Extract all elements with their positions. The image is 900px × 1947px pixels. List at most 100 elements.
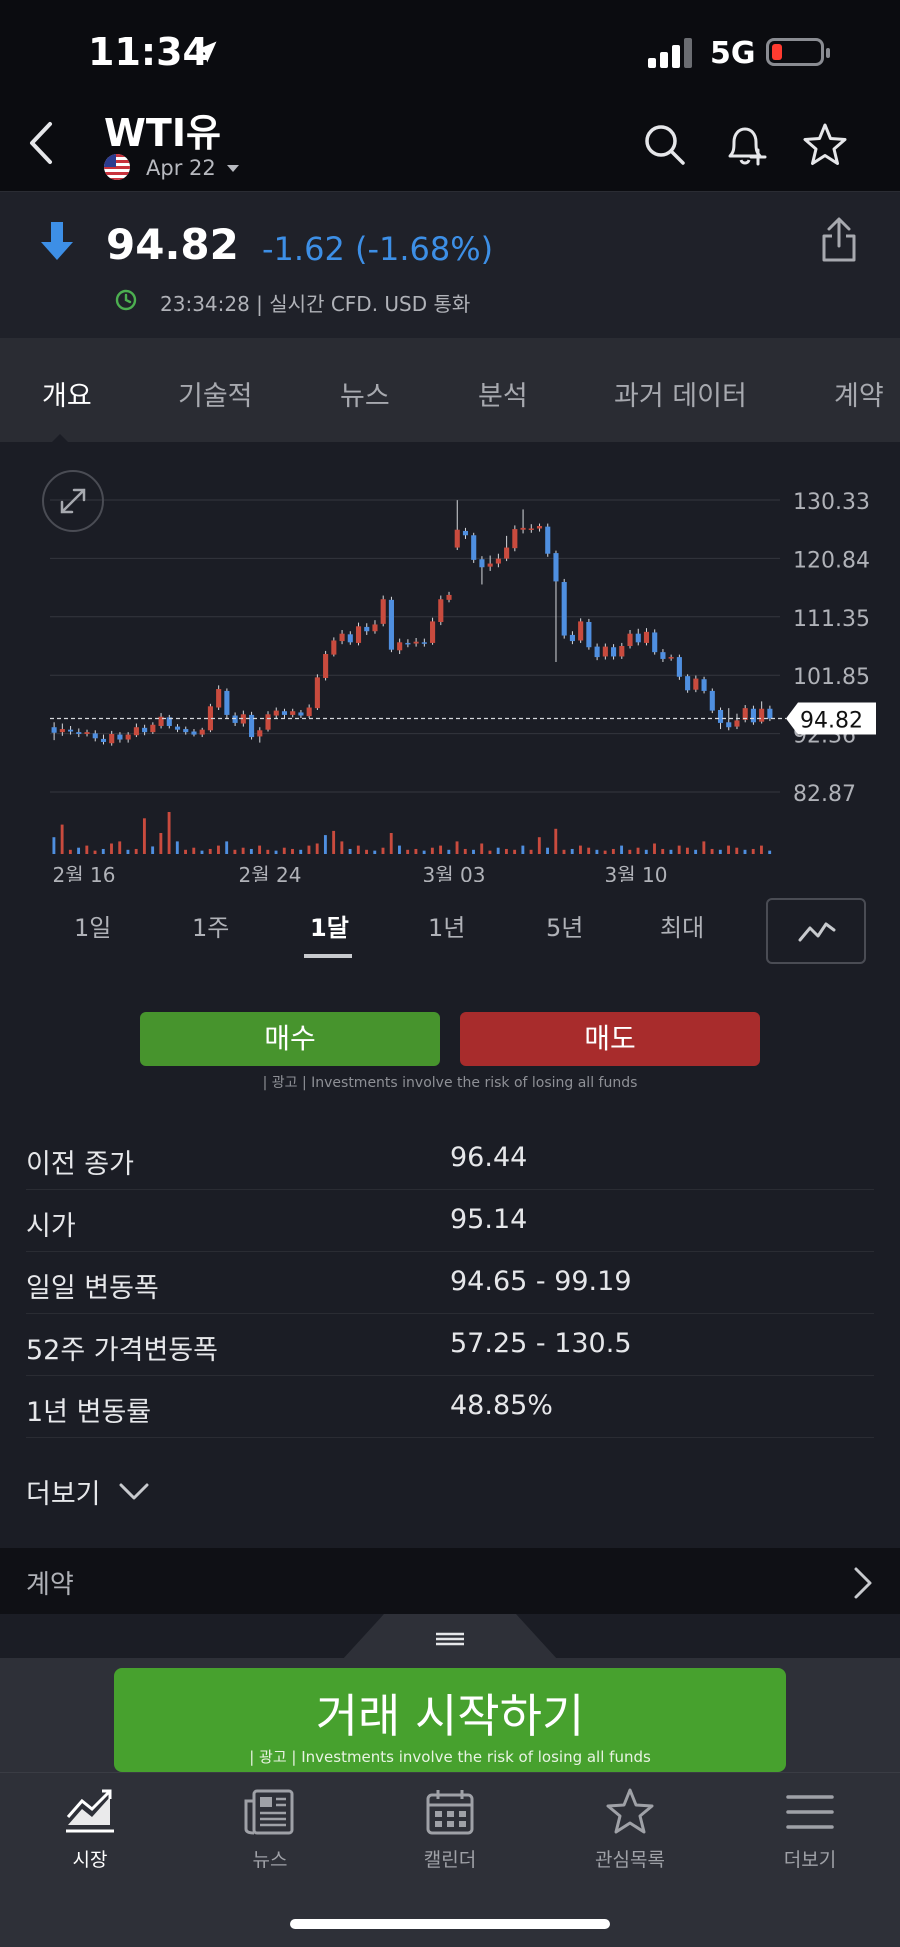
- range-1y[interactable]: 1년: [428, 914, 466, 942]
- volume-bar: [718, 849, 722, 854]
- price-chart[interactable]: 130.33 120.84 111.35 101.85 92.36 82.87 94.82 2…: [0, 442, 900, 882]
- instrument-header: WTI유 Apr 22: [0, 96, 900, 192]
- candle-body: [249, 714, 255, 738]
- volume-bar: [249, 848, 253, 854]
- add-alert-bell-icon[interactable]: [720, 120, 770, 170]
- candle-body: [643, 631, 650, 643]
- buy-button[interactable]: 매수: [140, 1012, 440, 1066]
- volume-bar: [702, 841, 706, 854]
- volume-bar: [258, 845, 262, 854]
- candle-body: [51, 727, 57, 733]
- candle-body: [84, 732, 90, 734]
- candle-body: [602, 646, 608, 657]
- show-more-button[interactable]: 더보기: [26, 1479, 101, 1510]
- candle-body: [117, 734, 123, 740]
- x-tick-label: 2월 24: [239, 863, 302, 882]
- range-5y[interactable]: 5년: [546, 914, 584, 942]
- back-arrow-icon[interactable]: [22, 118, 62, 168]
- newspaper-icon: [244, 1789, 294, 1835]
- battery-icon: [766, 38, 830, 66]
- tabbar-label: 뉴스: [252, 1849, 288, 1871]
- contract-date-select[interactable]: Apr 22: [146, 156, 216, 180]
- volume-bar: [611, 848, 615, 854]
- volume-bar: [751, 848, 755, 854]
- stat-label: 이전 종가: [26, 1149, 134, 1180]
- candle-body: [421, 642, 427, 644]
- share-icon[interactable]: [818, 216, 860, 264]
- volume-bar: [192, 847, 196, 854]
- candle-body: [290, 711, 296, 715]
- volume-bar: [504, 848, 508, 854]
- candle-body: [594, 646, 600, 658]
- tab-contracts[interactable]: 계약: [834, 381, 884, 412]
- candle-body: [693, 678, 699, 690]
- range-max[interactable]: 최대: [660, 914, 705, 942]
- chevron-right-icon[interactable]: [852, 1566, 874, 1600]
- candle-body: [364, 626, 370, 632]
- candle-body: [273, 710, 279, 716]
- tabbar-more[interactable]: 더보기: [720, 1787, 900, 1887]
- volume-bar: [93, 850, 97, 854]
- current-price-label: 94.82: [800, 708, 863, 733]
- x-tick-label: 3월 03: [423, 863, 486, 882]
- tab-historical-data[interactable]: 과거 데이터: [614, 381, 747, 412]
- range-1d[interactable]: 1일: [74, 914, 112, 942]
- candle-body: [462, 530, 469, 536]
- tabbar-label: 캘린더: [423, 1849, 477, 1871]
- contracts-section-header[interactable]: 계약: [0, 1548, 900, 1614]
- tabbar-markets[interactable]: 시장: [0, 1787, 180, 1887]
- candle-body: [569, 634, 575, 642]
- volume-bar: [323, 835, 327, 854]
- candle-body: [397, 642, 403, 651]
- calendar-icon: [426, 1790, 474, 1835]
- x-tick-label: 3월 10: [605, 863, 668, 882]
- market-clock-icon: [115, 289, 137, 311]
- volume-bar: [291, 848, 294, 854]
- star-icon: [606, 1788, 654, 1834]
- volume-bar: [356, 845, 360, 854]
- volume-bar: [513, 849, 517, 854]
- line-chart-icon: [798, 922, 836, 942]
- trend-chart-icon: [66, 1789, 114, 1833]
- sell-button[interactable]: 매도: [460, 1012, 760, 1066]
- start-trading-button[interactable]: 거래 시작하기 | 광고 | Investments involve the r…: [114, 1668, 786, 1772]
- sheet-handle[interactable]: [342, 1614, 558, 1660]
- candle-body: [561, 582, 567, 636]
- volume-bar: [134, 848, 138, 854]
- search-icon[interactable]: [640, 120, 690, 170]
- volume-bar: [669, 849, 673, 854]
- section-title: 계약: [26, 1570, 74, 1600]
- candle-body: [158, 716, 164, 726]
- chevron-down-icon[interactable]: [118, 1482, 150, 1502]
- tabbar-calendar[interactable]: 캘린더: [360, 1787, 540, 1887]
- chart-type-button[interactable]: [766, 898, 866, 964]
- tab-technical[interactable]: 기술적: [178, 381, 253, 412]
- tabbar-watchlist[interactable]: 관심목록: [540, 1787, 720, 1887]
- candle-body: [676, 657, 682, 677]
- volume-bar: [142, 818, 146, 854]
- volume-bar: [101, 848, 105, 854]
- range-1w[interactable]: 1주: [192, 914, 230, 942]
- stat-row: 이전 종가 96.44: [26, 1128, 874, 1190]
- expand-chart-button[interactable]: [42, 470, 104, 532]
- candle-body: [520, 527, 526, 530]
- tab-analysis[interactable]: 분석: [478, 381, 528, 412]
- chevron-down-icon[interactable]: [226, 164, 240, 174]
- tab-news[interactable]: 뉴스: [340, 381, 390, 412]
- candle-body: [438, 599, 444, 623]
- range-1m[interactable]: 1달: [310, 914, 349, 942]
- volume-bar: [167, 812, 171, 854]
- key-statistics: 이전 종가 96.44 시가 95.14 일일 변동폭 94.65 - 99.1…: [0, 1128, 900, 1438]
- volume-bar: [85, 845, 89, 854]
- tab-overview[interactable]: 개요: [42, 381, 92, 412]
- tabbar-label: 시장: [72, 1849, 108, 1871]
- volume-bar: [694, 849, 698, 854]
- candle-body: [430, 621, 436, 643]
- volume-bar: [406, 849, 410, 854]
- watchlist-star-icon[interactable]: [800, 120, 850, 170]
- candle-body: [372, 624, 378, 632]
- volume-bar: [373, 850, 377, 854]
- tabbar-news[interactable]: 뉴스: [180, 1787, 360, 1887]
- candle-body: [635, 633, 641, 643]
- stat-value: 96.44: [450, 1142, 528, 1173]
